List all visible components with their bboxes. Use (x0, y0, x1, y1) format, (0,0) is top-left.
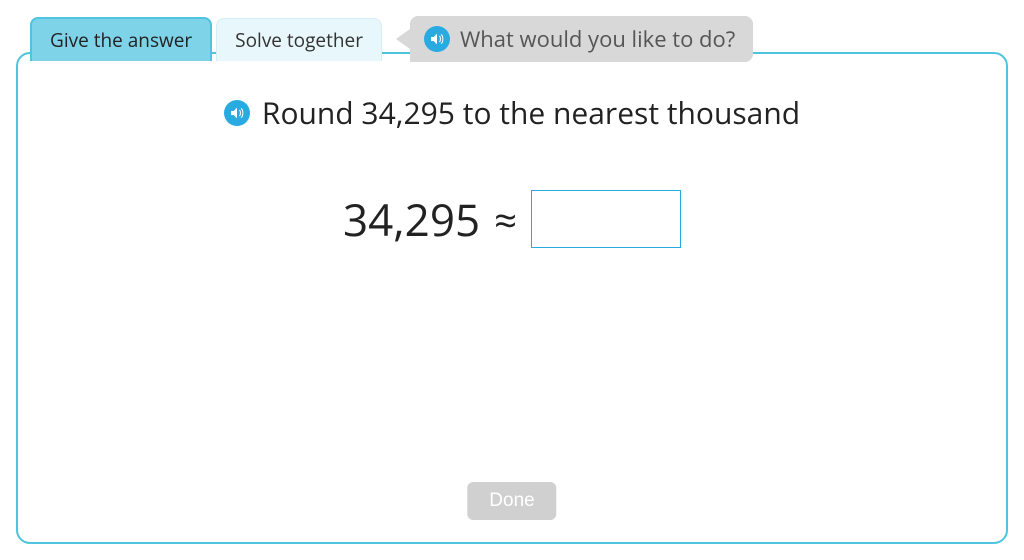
done-button-label: Done (489, 490, 534, 511)
prompt-bubble-text: What would you like to do? (460, 24, 735, 54)
question-text: Round 34,295 to the nearest thousand (262, 92, 800, 133)
tab-give-answer[interactable]: Give the answer (30, 17, 212, 61)
answer-input[interactable] (531, 190, 681, 248)
tab-solve-together-label: Solve together (235, 27, 363, 53)
tab-give-answer-label: Give the answer (50, 27, 192, 53)
tabs-row: Give the answer Solve together What woul… (30, 16, 753, 62)
done-button[interactable]: Done (467, 482, 556, 520)
prompt-bubble: What would you like to do? (410, 16, 753, 62)
question-row: Round 34,295 to the nearest thousand (224, 92, 800, 133)
equation-number: 34,295 (343, 189, 480, 249)
main-panel: Round 34,295 to the nearest thousand 34,… (16, 52, 1008, 544)
equation-row: 34,295 ≈ (343, 189, 681, 249)
approx-sign: ≈ (494, 192, 517, 247)
tab-solve-together[interactable]: Solve together (216, 18, 382, 61)
speaker-icon[interactable] (424, 26, 450, 52)
question-speaker-icon[interactable] (224, 100, 250, 126)
